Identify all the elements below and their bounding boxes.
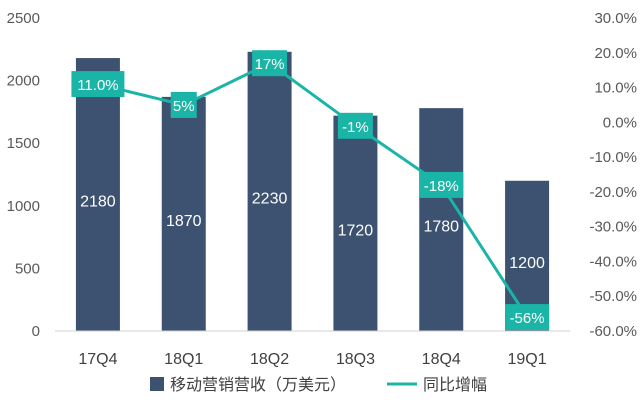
bar-value-label: 1870 xyxy=(166,213,202,230)
legend-line-label: 同比增幅 xyxy=(423,375,487,394)
growth-value-label: -18% xyxy=(424,178,459,195)
left-y-tick-label: 1500 xyxy=(7,135,40,152)
x-axis: 17Q4 18Q1 18Q2 18Q3 18Q4 19Q1 xyxy=(78,351,546,368)
x-tick-label: 18Q2 xyxy=(250,351,289,368)
x-tick-label: 18Q4 xyxy=(422,351,461,368)
bar-labels: 2180 1870 2230 1720 1780 1200 xyxy=(80,190,545,271)
growth-value-label: 11.0% xyxy=(77,77,118,94)
growth-label-box xyxy=(252,50,288,77)
growth-label-box xyxy=(71,71,125,98)
left-y-tick-label: 2000 xyxy=(7,73,40,90)
growth-value-label: 17% xyxy=(255,56,285,73)
bar xyxy=(247,51,292,331)
legend-bar-label: 移动营销营收（万美元） xyxy=(170,375,346,394)
growth-value-label: -1% xyxy=(342,119,369,136)
bar-value-label: 1200 xyxy=(509,255,545,272)
bar xyxy=(333,115,378,331)
right-y-tick-label: -60.0% xyxy=(589,323,637,340)
bar-value-label: 2180 xyxy=(80,194,116,211)
left-y-axis: 0 500 1000 1500 2000 2500 xyxy=(7,10,40,340)
bar xyxy=(419,108,464,331)
right-y-tick-label: 30.0% xyxy=(594,10,637,27)
growth-label-box xyxy=(419,171,464,198)
right-y-tick-label: -10.0% xyxy=(589,149,637,166)
bar-value-label: 1720 xyxy=(338,222,374,239)
right-y-tick-label: -20.0% xyxy=(589,184,637,201)
legend: 移动营销营收（万美元） 同比增幅 xyxy=(150,375,487,394)
right-y-tick-label: -40.0% xyxy=(589,253,637,270)
right-y-tick-label: -50.0% xyxy=(589,288,637,305)
bar-value-label: 1780 xyxy=(423,219,459,236)
left-y-tick-label: 500 xyxy=(15,260,40,277)
left-y-tick-label: 2500 xyxy=(7,10,40,27)
left-y-tick-label: 1000 xyxy=(7,198,40,215)
growth-label-box xyxy=(505,304,550,331)
x-tick-label: 18Q3 xyxy=(336,351,375,368)
growth-line xyxy=(97,61,529,318)
bar xyxy=(161,96,206,331)
bar-value-label: 2230 xyxy=(252,190,288,207)
bar-series xyxy=(75,51,550,332)
right-y-tick-label: 20.0% xyxy=(594,45,637,62)
x-tick-label: 18Q1 xyxy=(164,351,203,368)
right-y-tick-label: -30.0% xyxy=(589,219,637,236)
x-tick-label: 19Q1 xyxy=(508,351,547,368)
legend-bar-swatch xyxy=(150,377,164,391)
growth-label-box xyxy=(170,91,197,118)
x-tick-label: 17Q4 xyxy=(78,351,117,368)
right-y-axis: 30.0% 20.0% 10.0% 0.0% -10.0% -20.0% -30.0% -40… xyxy=(589,10,637,340)
right-y-tick-label: 0.0% xyxy=(603,114,637,131)
right-y-tick-label: 10.0% xyxy=(594,80,637,97)
line-labels: 11.0% 5% 17% -1% -18% -56% xyxy=(71,50,550,331)
left-y-tick-label: 0 xyxy=(32,323,40,340)
growth-value-label: -56% xyxy=(510,310,545,327)
growth-value-label: 5% xyxy=(173,98,195,115)
line-series xyxy=(97,61,529,318)
growth-label-box xyxy=(337,112,373,139)
bar xyxy=(75,58,120,332)
